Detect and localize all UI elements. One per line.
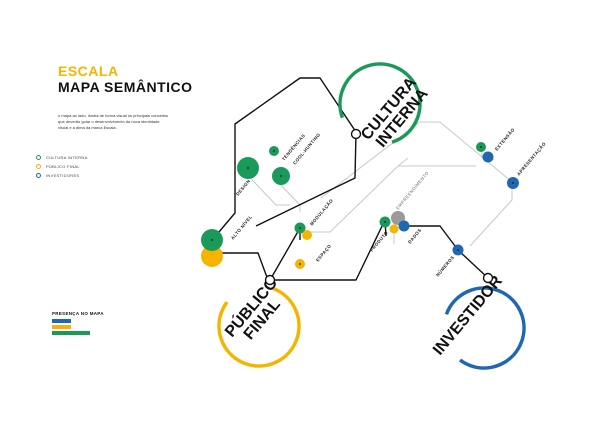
legend-label: INVESTIDORES: [46, 173, 80, 178]
legend-item-investidores: INVESTIDORES: [36, 171, 88, 180]
description-text: o mapa ao lado, ilustra de forma visual …: [58, 113, 169, 130]
publico-hub-label: PÚBLICO FINAL: [221, 273, 285, 343]
cultura-hub-ring: [338, 62, 422, 146]
publico-hub-ring: [217, 284, 301, 368]
route-line: [404, 225, 489, 279]
title-line-2: MAPA SEMÂNTICO: [58, 79, 193, 95]
label-dados: DADOS: [407, 227, 423, 244]
label-empreendimento: EMPREENDIMENTO: [395, 170, 430, 210]
route-line: [216, 252, 269, 281]
node-center-dot: [512, 182, 514, 184]
node-center-dot: [384, 221, 386, 223]
label-espaco: ESPAÇO: [315, 243, 332, 262]
title-line-1: ESCALA: [58, 63, 119, 79]
node-modulacao-yellow: [302, 230, 312, 240]
presence-bar-blue: [52, 319, 71, 323]
route-line: [269, 227, 301, 281]
legend-item-publico: PÚBLICO FINAL: [36, 162, 88, 171]
node-dados: [398, 220, 410, 232]
node-center-dot: [299, 227, 301, 229]
interchange-cultura: [350, 128, 362, 140]
node-center-dot: [480, 146, 482, 148]
label-extensao: EXTENSÃO: [493, 126, 516, 151]
yellow-ring-icon: [36, 164, 41, 169]
node-altonivel-yellow: [201, 245, 223, 267]
node-center-dot: [280, 175, 282, 177]
label-numeros: NÚMEROS: [434, 254, 455, 278]
legend-label: PÚBLICO FINAL: [46, 164, 80, 169]
connector-line: [300, 165, 476, 233]
label-modulacao: MODULAÇÃO: [308, 197, 334, 226]
interchange-investidor: [482, 272, 494, 284]
node-center-dot: [211, 239, 213, 241]
presence-section: PRESENÇA NO MAPA: [52, 311, 104, 337]
node-center-dot: [457, 249, 459, 251]
label-design: DESIGN: [235, 178, 251, 196]
route-line: [270, 221, 385, 281]
green-ring-icon: [36, 155, 41, 160]
presence-bar-yellow: [52, 325, 71, 329]
route-line: [255, 131, 357, 227]
legend: CULTURA INTERNA PÚBLICO FINAL INVESTIDOR…: [36, 153, 88, 180]
node-produto-yellow: [389, 224, 399, 234]
presence-title: PRESENÇA NO MAPA: [52, 311, 104, 316]
connector-line: [469, 184, 513, 247]
presence-bar-green: [52, 331, 90, 335]
label-coolhunting: COOL-HUNTING: [292, 132, 321, 166]
investidor-hub-label: INVESTIDOR: [430, 272, 506, 358]
route-line: [212, 77, 357, 240]
label-apresentacao: APRESENTAÇÃO: [515, 140, 547, 176]
investidor-hub-ring: [442, 286, 526, 370]
connector-line: [397, 157, 409, 167]
blue-ring-icon: [36, 173, 41, 178]
node-center-dot: [273, 150, 275, 152]
interchange-publico: [264, 274, 276, 286]
node-center-dot: [299, 263, 301, 265]
legend-item-cultura: CULTURA INTERNA: [36, 153, 88, 162]
node-center-dot: [247, 167, 249, 169]
hub-label-line: INVESTIDOR: [430, 272, 506, 358]
node-extensao-blue: [482, 151, 494, 163]
legend-label: CULTURA INTERNA: [46, 155, 88, 160]
connector-line: [320, 121, 513, 199]
